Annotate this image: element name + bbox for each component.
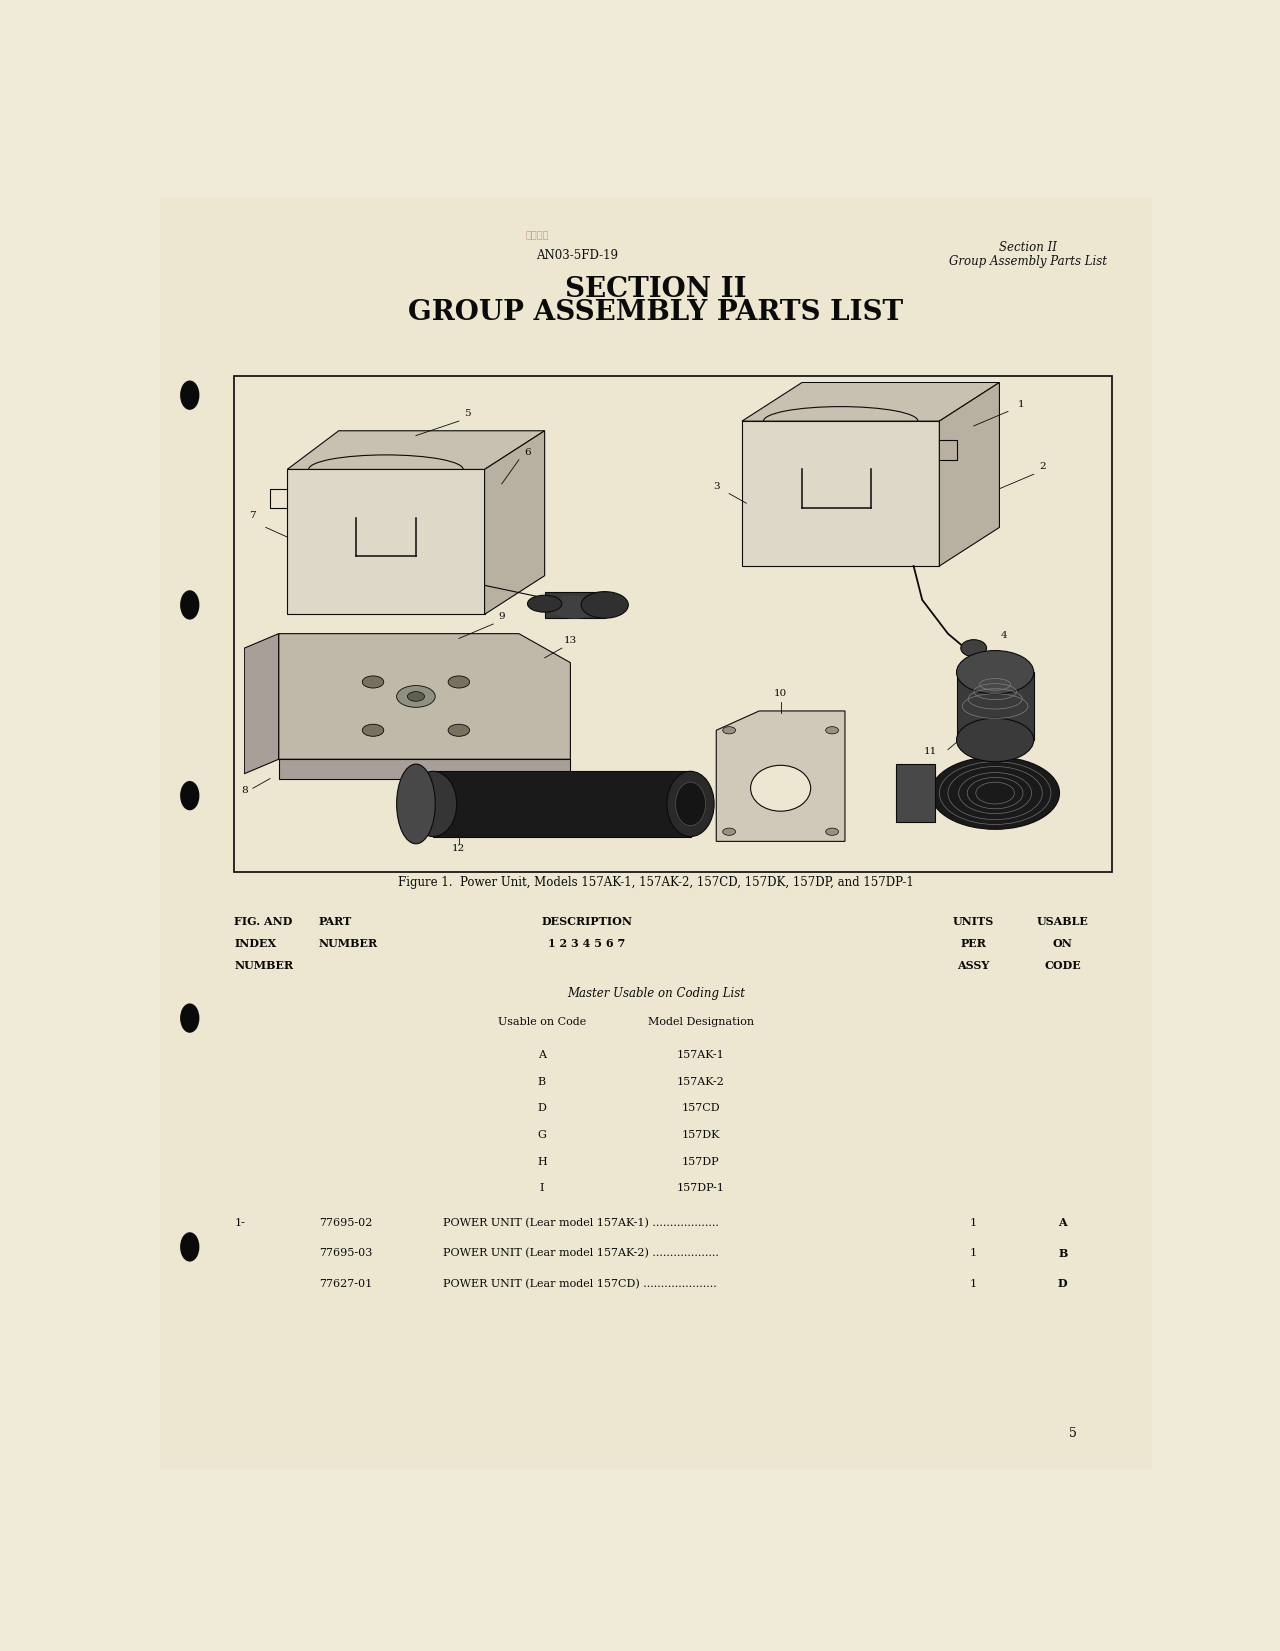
Text: 1: 1: [970, 1280, 977, 1289]
Text: G: G: [538, 1129, 547, 1141]
Text: ASSY: ASSY: [957, 959, 989, 971]
Text: AN03-5FD-19: AN03-5FD-19: [535, 249, 618, 263]
Text: 1: 1: [970, 1248, 977, 1258]
Text: 77627-01: 77627-01: [319, 1280, 372, 1289]
Text: A: A: [1059, 1217, 1068, 1228]
Text: 157AK-2: 157AK-2: [677, 1076, 724, 1086]
Text: UNITS: UNITS: [952, 916, 995, 928]
Text: 77695-03: 77695-03: [319, 1248, 372, 1258]
Text: USABLE: USABLE: [1037, 916, 1089, 928]
Text: 1-: 1-: [234, 1218, 246, 1228]
Text: H: H: [538, 1157, 547, 1167]
Text: 1: 1: [970, 1218, 977, 1228]
Text: ON: ON: [1052, 938, 1073, 949]
Ellipse shape: [180, 591, 198, 619]
Text: NUMBER: NUMBER: [319, 938, 378, 949]
Text: SECTION II: SECTION II: [566, 276, 746, 304]
Text: GROUP ASSEMBLY PARTS LIST: GROUP ASSEMBLY PARTS LIST: [408, 299, 904, 325]
Bar: [234, 376, 1112, 872]
Text: B: B: [1059, 1248, 1068, 1258]
Text: 157DP-1: 157DP-1: [677, 1184, 724, 1194]
Text: B: B: [538, 1076, 547, 1086]
Text: A: A: [538, 1050, 547, 1060]
Ellipse shape: [180, 1004, 198, 1032]
Text: 157CD: 157CD: [681, 1103, 719, 1113]
Text: CODE: CODE: [1044, 959, 1082, 971]
Text: 77695-02: 77695-02: [319, 1218, 372, 1228]
Text: 157DP: 157DP: [682, 1157, 719, 1167]
Text: Model Designation: Model Designation: [648, 1017, 754, 1027]
Text: 157DK: 157DK: [681, 1129, 719, 1141]
Text: Usable on Code: Usable on Code: [498, 1017, 586, 1027]
Ellipse shape: [180, 381, 198, 409]
Text: 5: 5: [1069, 1428, 1076, 1440]
Text: FIG. AND: FIG. AND: [234, 916, 293, 928]
Text: Master Usable on Coding List: Master Usable on Coding List: [567, 987, 745, 1001]
Ellipse shape: [180, 1233, 198, 1261]
Text: POWER UNIT (Lear model 157AK-2) ...................: POWER UNIT (Lear model 157AK-2) ........…: [443, 1248, 718, 1258]
Text: 1 2 3 4 5 6 7: 1 2 3 4 5 6 7: [548, 938, 625, 949]
Text: Group Assembly Parts List: Group Assembly Parts List: [948, 256, 1107, 267]
Ellipse shape: [180, 781, 198, 809]
Text: D: D: [538, 1103, 547, 1113]
Text: Figure 1.  Power Unit, Models 157AK-1, 157AK-2, 157CD, 157DK, 157DP, and 157DP-1: Figure 1. Power Unit, Models 157AK-1, 15…: [398, 875, 914, 888]
Text: 图纸资料: 图纸资料: [525, 229, 549, 239]
Text: INDEX: INDEX: [234, 938, 276, 949]
Text: 157AK-1: 157AK-1: [677, 1050, 724, 1060]
Text: D: D: [1057, 1278, 1068, 1289]
Text: I: I: [540, 1184, 544, 1194]
Text: DESCRIPTION: DESCRIPTION: [541, 916, 632, 928]
Text: POWER UNIT (Lear model 157CD) .....................: POWER UNIT (Lear model 157CD) ..........…: [443, 1278, 717, 1289]
Text: Section II: Section II: [1000, 241, 1057, 254]
Text: PART: PART: [319, 916, 352, 928]
Text: POWER UNIT (Lear model 157AK-1) ...................: POWER UNIT (Lear model 157AK-1) ........…: [443, 1217, 718, 1228]
Text: NUMBER: NUMBER: [234, 959, 293, 971]
Text: PER: PER: [960, 938, 987, 949]
